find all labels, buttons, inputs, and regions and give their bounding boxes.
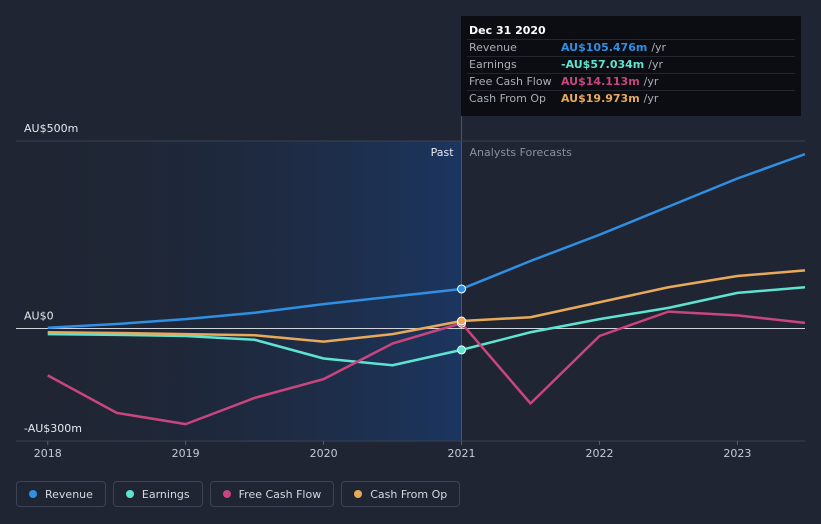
tooltip-amount: -AU$57.034m: [561, 58, 644, 71]
tooltip-unit: /yr: [644, 75, 659, 88]
y-tick-label: -AU$300m: [24, 422, 82, 435]
x-tick-label: 2018: [34, 447, 62, 460]
legend-label: Revenue: [45, 487, 93, 501]
series-line: [47, 286, 806, 367]
tooltip-amount: AU$19.973m: [561, 92, 640, 105]
tooltip-unit: /yr: [644, 92, 659, 105]
series-line: [47, 310, 806, 426]
legend-label: Cash From Op: [370, 487, 448, 501]
legend-item[interactable]: Cash From Op: [341, 481, 461, 507]
tooltip-label: Cash From Op: [469, 92, 546, 105]
hover-point: [457, 284, 467, 294]
tooltip-unit: /yr: [651, 41, 666, 54]
legend-label: Free Cash Flow: [238, 487, 322, 501]
hover-point: [457, 345, 467, 355]
tooltip-label: Revenue: [469, 41, 517, 54]
legend-item[interactable]: Free Cash Flow: [209, 481, 335, 507]
legend-swatch: [354, 490, 363, 498]
hover-point: [457, 316, 467, 326]
legend-item[interactable]: Earnings: [112, 481, 203, 507]
legend-swatch: [29, 490, 37, 498]
legend: Revenue Earnings Free Cash Flow Cash From O…: [16, 481, 461, 507]
series-line: [47, 152, 806, 329]
past-region: [16, 141, 462, 441]
x-tick-label: 2021: [448, 447, 476, 460]
y-tick-label: AU$500m: [24, 122, 78, 135]
past-label: Past: [431, 146, 455, 159]
forecast-label: Analysts Forecasts: [470, 146, 573, 159]
tooltip-amount: AU$14.113m: [561, 75, 640, 88]
series-line: [47, 269, 806, 343]
x-tick-label: 2019: [172, 447, 200, 460]
y-tick-label: AU$0: [24, 310, 54, 323]
tooltip-value: AU$14.113m/yr: [561, 75, 659, 88]
x-tick-label: 2023: [723, 447, 751, 460]
legend-item[interactable]: Revenue: [16, 481, 106, 507]
tooltip-amount: AU$105.476m: [561, 41, 647, 54]
tooltip-unit: /yr: [648, 58, 663, 71]
legend-label: Earnings: [141, 487, 190, 501]
x-tick-label: 2022: [585, 447, 613, 460]
tooltip-value: AU$19.973m/yr: [561, 92, 659, 105]
legend-swatch: [222, 490, 231, 498]
tooltip-title: Dec 31 2020: [469, 24, 546, 37]
tooltip-label: Earnings: [469, 58, 517, 71]
tooltip: [461, 16, 801, 116]
tooltip-value: AU$105.476m/yr: [561, 41, 667, 54]
x-tick-label: 2020: [310, 447, 338, 460]
tooltip-value: -AU$57.034m/yr: [561, 58, 663, 71]
tooltip-label: Free Cash Flow: [469, 75, 552, 88]
legend-swatch: [125, 490, 134, 498]
